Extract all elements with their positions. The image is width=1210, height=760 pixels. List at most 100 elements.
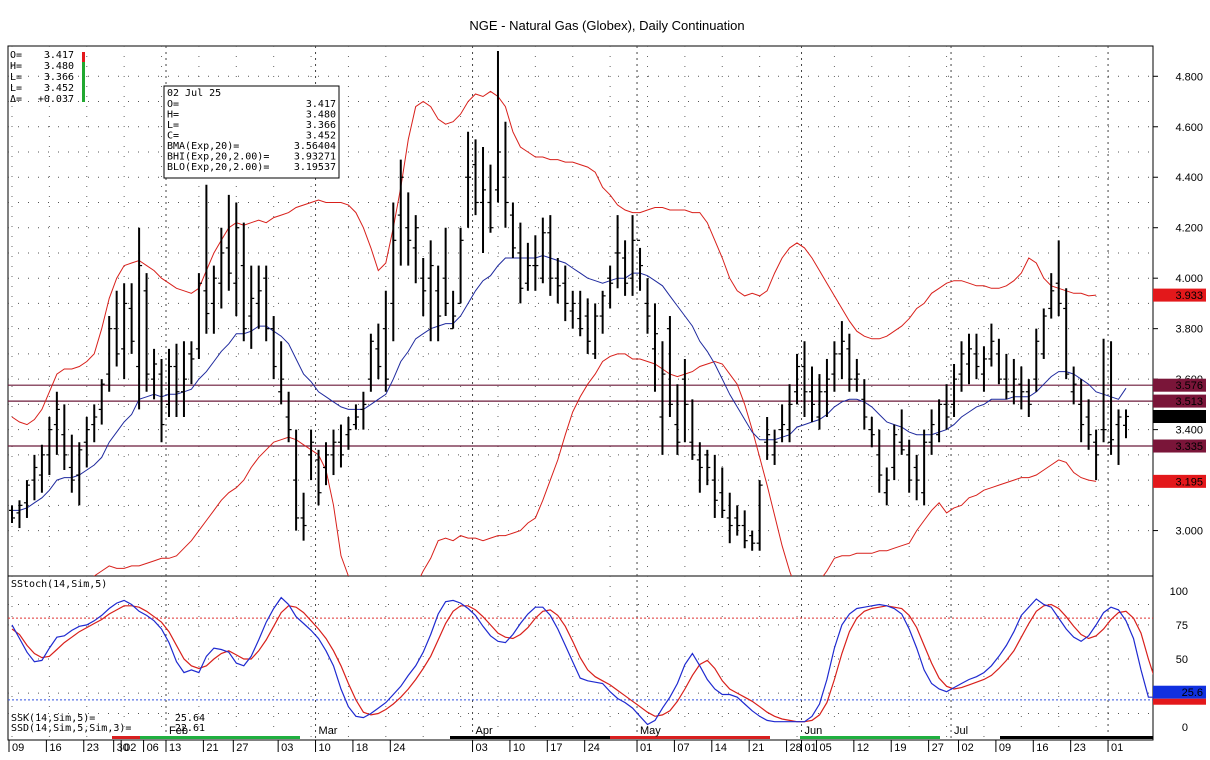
price-bar — [465, 131, 472, 228]
date-tick-label: 27 — [236, 742, 248, 754]
price-tags: 3.933 3.576 3.513 3.452 3.335 3.195 — [1153, 288, 1206, 488]
date-tick-label: 01 — [1111, 742, 1123, 754]
price-bar — [853, 358, 860, 392]
info-row-label: BLO(Exp,20,2.00)= — [167, 162, 269, 173]
date-tick-label: 01 — [640, 742, 652, 754]
price-bar — [390, 202, 397, 342]
price-bar — [128, 283, 135, 354]
header-ohlc-label: H= — [10, 61, 22, 72]
stoch-k-line — [11, 596, 1153, 726]
price-bars — [9, 51, 1129, 551]
price-bar — [278, 341, 285, 405]
date-tick-label: 05 — [819, 742, 831, 754]
price-bar — [16, 500, 23, 529]
price-bar — [151, 348, 158, 400]
price-bar — [248, 265, 255, 349]
price-bar — [360, 391, 367, 430]
price-bar — [554, 258, 561, 304]
date-tick-label: 21 — [752, 742, 764, 754]
stoch-row-value: 22.61 — [175, 723, 205, 734]
stoch-tick-label: 50 — [1176, 654, 1188, 666]
month-band — [450, 736, 610, 739]
month-band — [610, 736, 770, 739]
price-bar — [786, 384, 793, 443]
price-tag-box — [1153, 409, 1206, 423]
date-tick-label: 18 — [356, 742, 368, 754]
price-bar — [352, 404, 359, 430]
price-bar — [891, 424, 898, 481]
price-bar — [136, 227, 143, 410]
stoch-d-line — [11, 603, 1153, 723]
price-bar — [539, 217, 546, 284]
price-bar — [846, 333, 853, 392]
stoch-tick-label: 75 — [1176, 620, 1188, 632]
price-bar — [958, 341, 965, 392]
price-bar — [674, 384, 681, 455]
price-bar — [113, 290, 120, 367]
price-bar — [689, 399, 696, 460]
date-tick-label: 27 — [932, 742, 944, 754]
date-tick-label: 17 — [550, 742, 562, 754]
info-row-label: O= — [167, 99, 179, 110]
price-bar — [696, 442, 703, 493]
price-bar — [764, 417, 771, 460]
price-bar — [659, 341, 666, 455]
price-bar — [121, 283, 128, 380]
price-bar — [1018, 366, 1025, 410]
info-box: 02 Jul 25 O= 3.417 H= 3.480 L= 3.366 C= 3.452 BM… — [163, 85, 340, 179]
price-bar — [1085, 399, 1092, 450]
price-bar — [831, 341, 838, 392]
price-bar — [861, 379, 868, 430]
stoch-tag-underline — [1153, 698, 1206, 705]
price-bar — [921, 429, 928, 506]
price-bar — [1048, 273, 1055, 319]
price-bar — [936, 399, 943, 443]
price-bar — [741, 510, 748, 549]
date-tick-label: 19 — [894, 742, 906, 754]
price-tick-label: 3.000 — [1175, 526, 1203, 538]
price-tick-label: 4.000 — [1175, 273, 1203, 285]
price-bar — [315, 449, 322, 506]
price-bar — [1010, 358, 1017, 405]
price-bar — [337, 424, 344, 468]
price-bar — [68, 434, 75, 493]
stoch-tag-box — [1153, 685, 1206, 699]
price-bar — [1055, 240, 1062, 317]
price-bar — [61, 404, 68, 470]
price-bar — [756, 480, 763, 551]
moving-average-line — [12, 254, 1127, 511]
price-bar — [91, 404, 98, 443]
price-bar — [980, 346, 987, 392]
price-bar — [382, 290, 389, 392]
price-tick-label: 3.400 — [1175, 425, 1203, 437]
price-bar — [323, 442, 330, 486]
header-ohlc-value: +0.037 — [38, 94, 74, 105]
price-bar — [547, 215, 554, 296]
price-bar — [1100, 338, 1107, 443]
price-bar — [487, 164, 494, 233]
price-tag-box — [1153, 439, 1206, 453]
price-bar — [794, 353, 801, 405]
price-bar — [180, 341, 187, 417]
price-bar — [143, 273, 150, 392]
price-bar — [106, 316, 113, 392]
date-tick-label: 16 — [1036, 742, 1048, 754]
price-bar — [637, 239, 644, 291]
bollinger-bands — [11, 90, 1127, 576]
price-bar — [711, 454, 718, 518]
price-bar — [480, 146, 487, 253]
price-bar — [517, 222, 524, 304]
date-tick-label: 10 — [319, 742, 331, 754]
price-bar — [592, 303, 599, 359]
price-bar — [435, 265, 442, 342]
price-tick-label: 3.800 — [1175, 324, 1203, 336]
support-resistance-lines — [8, 384, 1153, 447]
price-bar — [681, 358, 688, 443]
date-tick-label: 03 — [281, 742, 293, 754]
stoch-tag-label: 25.6 — [1182, 687, 1203, 699]
price-tick-label: 4.600 — [1175, 122, 1203, 134]
price-tag-box — [1153, 474, 1206, 488]
date-tick-label: 02 — [124, 742, 136, 754]
info-row-label: BMA(Exp,20)= — [167, 141, 239, 152]
